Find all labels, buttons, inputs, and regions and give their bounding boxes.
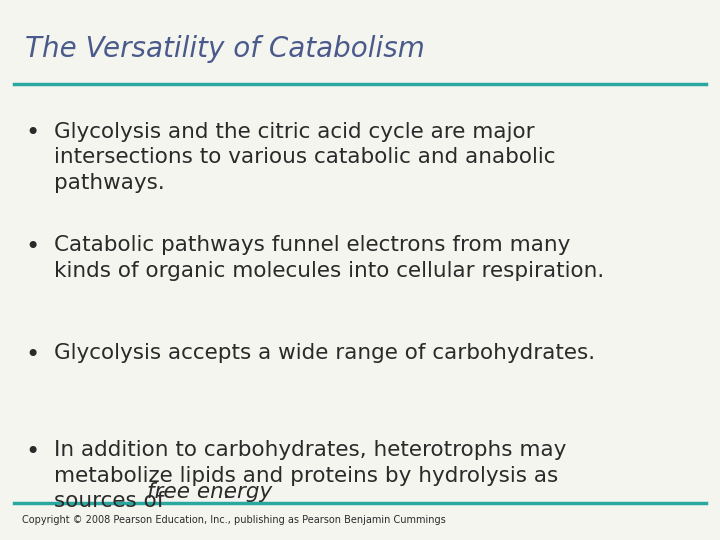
Text: In addition to carbohydrates, heterotrophs may
metabolize lipids and proteins by: In addition to carbohydrates, heterotrop… (54, 440, 567, 511)
Text: .: . (223, 482, 230, 502)
Text: Glycolysis and the citric acid cycle are major
intersections to various cataboli: Glycolysis and the citric acid cycle are… (54, 122, 556, 193)
Text: •: • (25, 235, 40, 259)
Text: •: • (25, 343, 40, 367)
Text: •: • (25, 440, 40, 464)
Text: Copyright © 2008 Pearson Education, Inc., publishing as Pearson Benjamin Cumming: Copyright © 2008 Pearson Education, Inc.… (22, 515, 446, 525)
Text: free energy: free energy (147, 482, 272, 502)
Text: The Versatility of Catabolism: The Versatility of Catabolism (25, 35, 425, 63)
Text: Glycolysis accepts a wide range of carbohydrates.: Glycolysis accepts a wide range of carbo… (54, 343, 595, 363)
Text: •: • (25, 122, 40, 145)
Text: Catabolic pathways funnel electrons from many
kinds of organic molecules into ce: Catabolic pathways funnel electrons from… (54, 235, 604, 280)
